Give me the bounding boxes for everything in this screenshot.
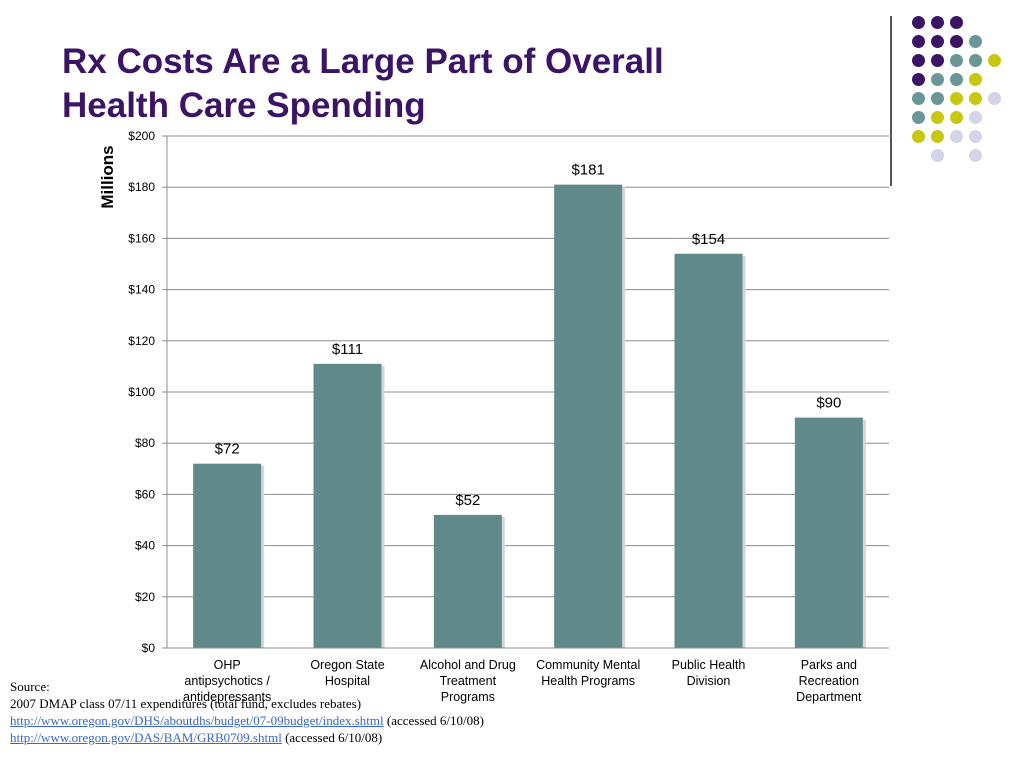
source-link-1-note: (accessed 6/10/08)	[386, 713, 484, 728]
y-tick-label: $60	[135, 487, 155, 501]
y-tick-label: $20	[135, 590, 155, 604]
bar	[794, 417, 863, 648]
bar	[554, 184, 623, 648]
y-tick-label: $200	[128, 129, 155, 143]
data-label: $111	[332, 341, 363, 358]
x-category-label: Alcohol and Drug	[420, 658, 516, 672]
x-category-label: Parks and	[801, 658, 857, 672]
title-line-2: Health Care Spending	[62, 86, 426, 125]
y-tick-label: $140	[128, 283, 155, 297]
data-label: $90	[816, 395, 841, 412]
x-category-label: Oregon State	[310, 658, 384, 672]
x-category-label: antidepressants	[183, 690, 271, 704]
data-label: $181	[571, 162, 604, 179]
slide-title: Rx Costs Are a Large Part of Overall Hea…	[62, 40, 822, 128]
x-category-label: Department	[796, 690, 862, 704]
bar	[193, 463, 262, 648]
y-tick-label: $100	[128, 385, 155, 399]
x-category-label: Treatment	[440, 674, 497, 688]
bar	[674, 253, 743, 648]
source-link-2-note: (accessed 6/10/08)	[285, 730, 383, 745]
bar	[313, 363, 382, 648]
data-label: $52	[455, 492, 480, 509]
y-tick-label: $80	[135, 436, 155, 450]
source-link-row-2: http://www.oregon.gov/DAS/BAM/GRB0709.sh…	[10, 729, 484, 746]
x-category-label: Community Mental	[536, 658, 640, 672]
x-category-label: OHP	[214, 658, 241, 672]
bar	[433, 514, 502, 648]
source-link-row-1: http://www.oregon.gov/DHS/aboutdhs/budge…	[10, 712, 484, 729]
x-category-label: Recreation	[799, 674, 859, 688]
y-axis-title: Millions	[98, 145, 117, 208]
x-category-label: Division	[687, 674, 731, 688]
x-category-label: Public Health	[672, 658, 746, 672]
source-label: Source:	[10, 679, 50, 694]
x-category-label: antipsychotics /	[184, 674, 270, 688]
x-category-label: Programs	[441, 690, 495, 704]
data-label: $72	[215, 441, 240, 458]
y-tick-label: $120	[128, 334, 155, 348]
y-tick-label: $40	[135, 539, 155, 553]
source-link-1[interactable]: http://www.oregon.gov/DHS/aboutdhs/budge…	[10, 713, 384, 728]
x-category-label: Hospital	[325, 674, 370, 688]
y-tick-label: $160	[128, 231, 155, 245]
title-line-1: Rx Costs Are a Large Part of Overall	[62, 42, 664, 81]
source-link-2[interactable]: http://www.oregon.gov/DAS/BAM/GRB0709.sh…	[10, 730, 282, 745]
source-note: Source: 2007 DMAP class 07/11 expenditur…	[10, 678, 484, 746]
data-label: $154	[692, 231, 725, 248]
y-tick-label: $180	[128, 180, 155, 194]
decorative-divider	[890, 16, 892, 186]
source-description: 2007 DMAP class 07/11 expenditures (tota…	[10, 696, 362, 711]
y-tick-label: $0	[142, 641, 156, 655]
x-category-label: Health Programs	[541, 674, 635, 688]
